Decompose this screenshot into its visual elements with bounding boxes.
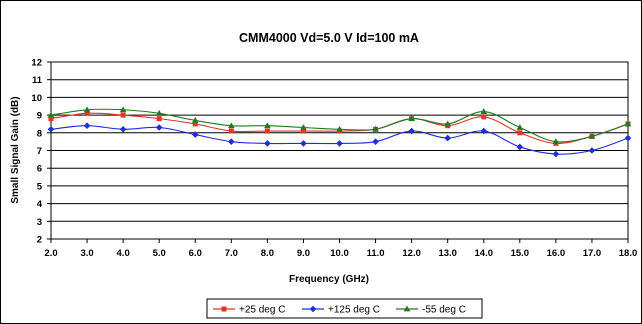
- y-tick-label: 5: [37, 181, 43, 192]
- data-point: [300, 124, 307, 130]
- data-point: [444, 134, 451, 142]
- data-point: [228, 138, 235, 145]
- data-point: [480, 108, 488, 114]
- legend-swatch-marker: [309, 305, 317, 313]
- data-point: [552, 138, 560, 145]
- data-point: [300, 128, 306, 134]
- data-point: [119, 125, 127, 133]
- legend-swatch-marker: [221, 306, 227, 312]
- x-tick-label: 9.0: [297, 248, 310, 259]
- x-tick-label: 15.0: [511, 248, 530, 259]
- data-point: [336, 140, 343, 147]
- y-tick-label: 4: [37, 199, 43, 210]
- data-point: [47, 125, 55, 133]
- y-tick-label: 9: [37, 111, 42, 122]
- data-point: [336, 125, 343, 132]
- x-tick-label: 2.0: [44, 248, 57, 259]
- x-tick-label: 14.0: [475, 248, 494, 259]
- data-point: [48, 116, 54, 122]
- data-point: [481, 114, 487, 120]
- x-tick-label: 12.0: [402, 248, 421, 259]
- data-point: [83, 122, 91, 130]
- data-point: [155, 109, 163, 116]
- y-tick-label: 2: [37, 235, 42, 246]
- x-tick-label: 11.0: [367, 248, 385, 259]
- y-tick-label: 11: [32, 75, 43, 86]
- x-tick-label: 13.0: [438, 248, 457, 259]
- y-tick-label: 12: [31, 58, 42, 69]
- data-point: [155, 124, 163, 131]
- x-axis-label: Frequency (GHz): [289, 274, 369, 285]
- y-tick-label: 6: [37, 164, 42, 175]
- data-point: [47, 111, 55, 118]
- x-tick-label: 16.0: [547, 248, 566, 259]
- x-tick-label: 7.0: [225, 248, 238, 259]
- plot-area: 2 3 4 5 6 7 8 9 10 11 12 2.0 3.0 4.0 5.0 6.0 7.0 8.0 9.0 10…: [31, 58, 637, 260]
- data-point: [372, 125, 379, 132]
- data-point: [408, 127, 415, 135]
- legend-swatch-marker: [403, 305, 411, 312]
- x-tick-label: 8.0: [261, 248, 274, 259]
- data-point: [624, 134, 632, 142]
- data-point: [228, 122, 235, 129]
- data-point: [264, 128, 270, 134]
- x-tick-label: 10.0: [330, 248, 349, 259]
- data-point: [624, 120, 632, 127]
- series-layer: [47, 106, 632, 158]
- data-point: [516, 143, 524, 151]
- data-point: [120, 112, 126, 118]
- data-point: [552, 150, 560, 158]
- legend-box: [206, 298, 483, 319]
- chart-title: CMM4000 Vd=5.0 V Id=100 mA: [239, 31, 419, 45]
- data-point: [191, 131, 199, 138]
- data-point: [119, 106, 127, 113]
- data-point: [83, 106, 91, 113]
- data-point: [480, 127, 488, 135]
- data-point: [191, 117, 199, 123]
- data-point: [588, 132, 596, 139]
- legend: +25 deg C +125 deg C -55 deg C: [206, 298, 483, 319]
- data-point: [264, 140, 271, 147]
- data-point: [264, 122, 271, 129]
- x-tick-label: 5.0: [153, 248, 166, 259]
- x-tick-label: 6.0: [189, 248, 202, 259]
- y-tick-label: 3: [37, 217, 42, 228]
- legend-label: +125 deg C: [328, 305, 380, 316]
- data-point: [84, 110, 90, 116]
- x-tick-label: 18.0: [619, 248, 638, 259]
- x-tick-label: 4.0: [117, 248, 130, 259]
- data-point: [444, 120, 451, 127]
- data-point: [228, 128, 234, 134]
- data-point: [408, 115, 415, 122]
- y-tick-label: 8: [37, 128, 42, 139]
- data-point: [156, 116, 162, 122]
- x-tick-label: 17.0: [583, 248, 602, 259]
- data-point: [192, 121, 198, 127]
- x-tick-label: 3.0: [80, 248, 93, 259]
- data-point: [516, 124, 524, 130]
- y-tick-label: 10: [31, 93, 42, 104]
- legend-label: -55 deg C: [422, 305, 466, 316]
- data-point: [372, 138, 379, 145]
- data-point: [300, 140, 307, 147]
- data-point: [517, 130, 523, 136]
- legend-label: +25 deg C: [239, 305, 285, 316]
- data-point: [588, 147, 596, 154]
- y-tick-label: 7: [37, 146, 42, 157]
- y-axis-label: Small Signal Gain (dB): [10, 96, 21, 203]
